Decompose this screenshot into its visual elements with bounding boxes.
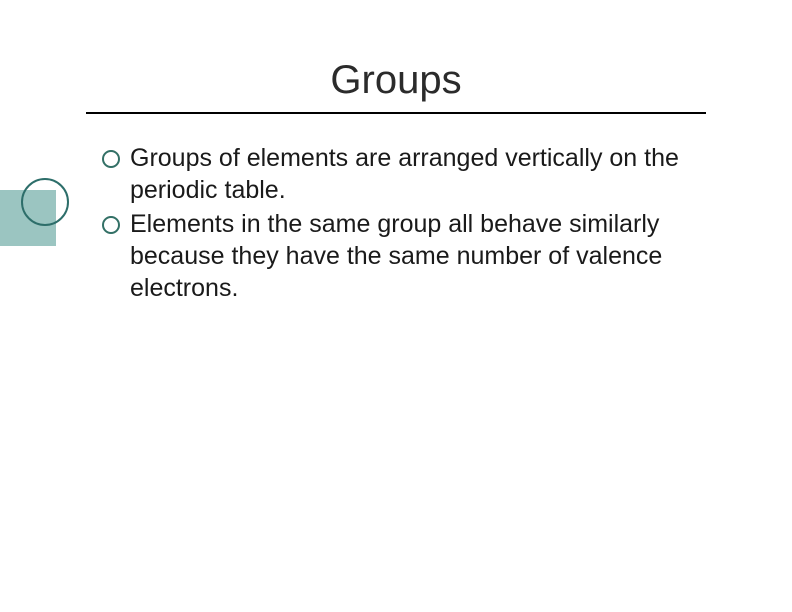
list-item: Elements in the same group all behave si…	[102, 208, 722, 304]
list-item: Groups of elements are arranged vertical…	[102, 142, 722, 206]
slide: Groups Groups of elements are arranged v…	[0, 0, 792, 612]
corner-decoration	[0, 178, 70, 248]
title-container: Groups	[0, 58, 792, 103]
bullet-text: Elements in the same group all behave si…	[130, 208, 722, 304]
bullet-text: Groups of elements are arranged vertical…	[130, 142, 722, 206]
slide-title: Groups	[330, 58, 461, 103]
bullet-circle-icon	[102, 150, 120, 168]
bullet-circle-icon	[102, 216, 120, 234]
decoration-circle	[21, 178, 69, 226]
title-underline	[86, 112, 706, 114]
slide-body: Groups of elements are arranged vertical…	[102, 142, 722, 306]
